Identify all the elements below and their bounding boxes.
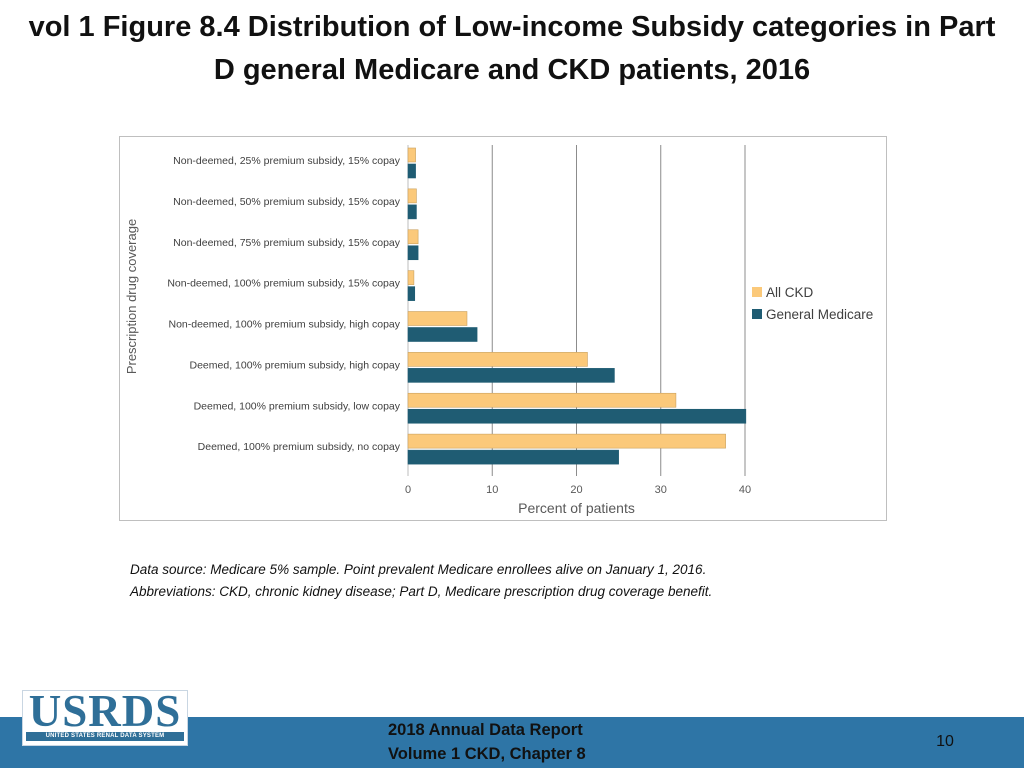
legend-swatch [752,287,762,297]
slide-title: vol 1 Figure 8.4 Distribution of Low-inc… [28,11,996,86]
bar-all-ckd [407,311,468,326]
bar-all-ckd [407,229,419,245]
x-tick-label: 40 [739,484,751,496]
bar-general-medicare [407,368,615,383]
chart-frame: 0 10 20 30 40 Non-deemed, 25% premium subsidy… [119,136,887,521]
bar-all-ckd [407,270,415,285]
category-label: Non-deemed, 75% premium subsidy, 15% cop… [173,237,401,249]
footnotes: Data source: Medicare 5% sample. Point p… [130,559,712,603]
logo-subtext: UNITED STATES RENAL DATA SYSTEM [26,732,184,741]
bar-general-medicare [407,286,416,301]
report-volume: Volume 1 CKD, Chapter 8 [388,745,586,763]
x-tick-label: 30 [655,484,667,496]
bar-general-medicare [407,163,416,179]
category-label: Deemed, 100% premium subsidy, high copay [190,359,401,371]
report-title: 2018 Annual Data Report [388,721,583,739]
bar-general-medicare [407,245,419,261]
data-source-note: Data source: Medicare 5% sample. Point p… [130,562,707,577]
logo-text: USRDS [28,686,182,736]
category-label: Non-deemed, 50% premium subsidy, 15% cop… [173,196,401,208]
bar-all-ckd [407,352,588,367]
legend-swatch [752,309,762,319]
bar-all-ckd [407,147,416,163]
category-label: Deemed, 100% premium subsidy, low copay [194,400,401,412]
bar-general-medicare [407,327,478,342]
category-label: Non-deemed, 100% premium subsidy, high c… [168,319,400,331]
category-label: Non-deemed, 100% premium subsidy, 15% co… [167,278,400,290]
bar-chart: 0 10 20 30 40 Non-deemed, 25% premium subsidy… [124,145,873,516]
bar-all-ckd [407,392,677,408]
bar-general-medicare [407,449,619,465]
abbreviations-note: Abbreviations: CKD, chronic kidney disea… [130,584,713,599]
x-tick-label: 0 [405,484,411,496]
bar-all-ckd [407,188,417,204]
x-axis-label: Percent of patients [518,500,635,516]
bar-general-medicare [407,408,747,424]
legend-label: All CKD [766,285,814,300]
page-number: 10 [936,733,954,750]
x-tick-label: 20 [570,484,582,496]
category-label: Deemed, 100% premium subsidy, no copay [198,441,401,453]
category-label: Non-deemed, 25% premium subsidy, 15% cop… [173,155,401,167]
legend-label: General Medicare [766,307,873,322]
bar-general-medicare [407,204,417,220]
usrds-logo: USRDS UNITED STATES RENAL DATA SYSTEM [22,686,188,746]
x-tick-label: 10 [486,484,498,496]
y-axis-label: Prescription drug coverage [124,219,139,374]
bar-all-ckd [407,433,726,449]
